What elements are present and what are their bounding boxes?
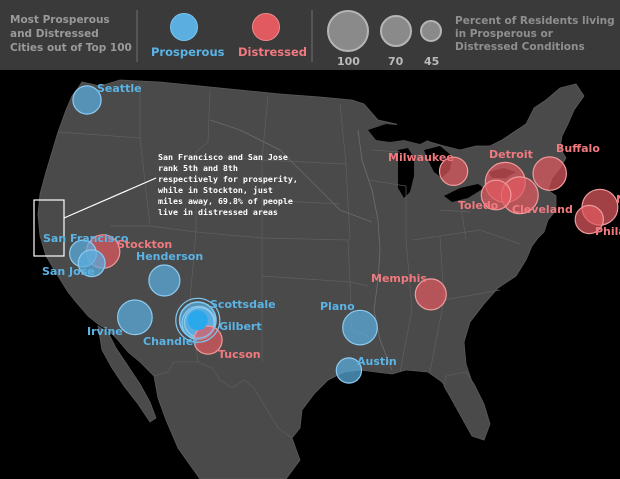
- city-bubble-buffalo: [532, 156, 568, 191]
- city-label-gilbert: Gilbert: [219, 320, 262, 333]
- mississippi-river: [357, 129, 393, 371]
- city-label-seattle: Seattle: [97, 82, 142, 95]
- city-label-memphis: Memphis: [371, 272, 427, 285]
- city-bubble-san-jose: [77, 249, 106, 278]
- city-label-henderson: Henderson: [136, 250, 204, 263]
- florida-peninsula: [443, 371, 491, 441]
- city-bubble-toledo: [480, 179, 512, 211]
- distressed-legend-swatch: [252, 13, 280, 41]
- missouri-river: [209, 119, 373, 223]
- city-label-detroit: Detroit: [489, 148, 533, 161]
- size-label-70: 70: [388, 55, 404, 68]
- prosperous-legend-swatch: [170, 13, 198, 41]
- prosperous-legend-label: Prosperous: [151, 45, 225, 59]
- city-label-newark: Newark: [616, 193, 620, 206]
- distressed-legend-label: Distressed: [238, 45, 308, 59]
- city-label-irvine: Irvine: [87, 325, 123, 338]
- baja-california: [97, 325, 157, 423]
- city-label-chandler: Chandler: [143, 335, 199, 348]
- city-label-stockton: Stockton: [117, 238, 173, 251]
- legend-title: Most Prosperous and Distressed Cities ou…: [10, 14, 132, 54]
- city-label-philadelphia: Philadelphia: [595, 225, 620, 238]
- size-legend-100: [327, 10, 369, 52]
- city-bubble-austin: [335, 357, 363, 384]
- city-label-buffalo: Buffalo: [556, 142, 600, 155]
- city-bubble-milwaukee: [438, 156, 469, 186]
- city-bubble-irvine: [116, 299, 153, 336]
- size-legend-70: [380, 15, 412, 47]
- city-label-san-francisco: San Francisco: [43, 232, 129, 245]
- size-label-100: 100: [337, 55, 360, 68]
- city-bubbles: [68, 85, 619, 384]
- size-legend-description: Percent of Residents living in Prosperou…: [455, 15, 615, 53]
- city-label-austin: Austin: [357, 355, 397, 368]
- scottsdale-ring: [175, 297, 221, 343]
- callout-annotation: San Francisco and San Jose rank 5th and …: [158, 152, 298, 217]
- city-bubble-philadelphia: [574, 204, 605, 235]
- city-label-tucson: Tucson: [218, 348, 261, 361]
- city-bubble-seattle: [72, 85, 102, 115]
- city-label-plano: Plano: [320, 300, 355, 313]
- city-label-cleveland: Cleveland: [512, 203, 573, 216]
- lake-erie: [444, 184, 484, 202]
- size-legend-45: [420, 20, 442, 42]
- scottsdale-core: [187, 310, 208, 331]
- city-label-milwaukee: Milwaukee: [388, 151, 454, 164]
- city-bubble-plano: [342, 309, 378, 346]
- city-bubble-memphis: [414, 278, 447, 311]
- city-label-san-jose: San Jose: [42, 265, 95, 278]
- city-label-toledo: Toledo: [458, 199, 499, 212]
- city-label-scottsdale: Scottsdale: [210, 298, 276, 311]
- scottsdale-ring: [179, 301, 217, 339]
- legend-bar: Most Prosperous and Distressed Cities ou…: [0, 0, 620, 70]
- size-label-45: 45: [424, 55, 440, 68]
- legend-divider: [136, 10, 138, 62]
- legend-divider: [311, 10, 313, 62]
- city-bubble-henderson: [148, 264, 181, 297]
- lake-superior: [368, 124, 432, 144]
